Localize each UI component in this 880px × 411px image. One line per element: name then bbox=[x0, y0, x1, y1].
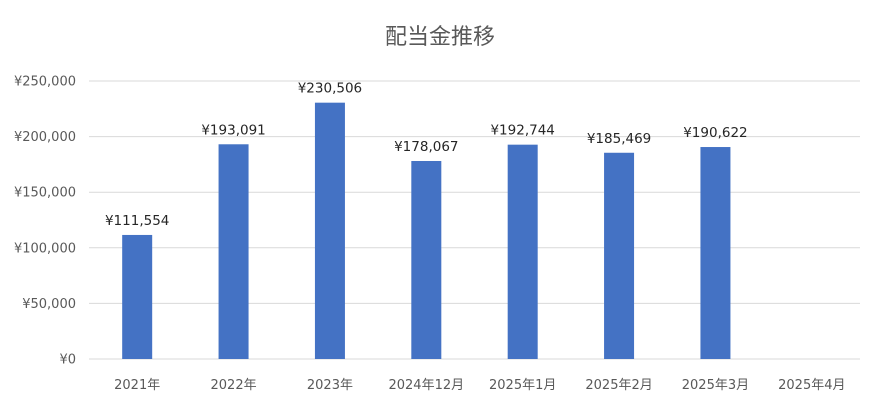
data-label: ¥185,469 bbox=[587, 131, 651, 147]
x-tick-label: 2025年3月 bbox=[682, 378, 749, 393]
bar bbox=[314, 102, 345, 359]
y-tick-label: ¥250,000 bbox=[14, 75, 76, 90]
y-tick-label: ¥0 bbox=[59, 353, 76, 368]
y-tick-label: ¥150,000 bbox=[14, 186, 76, 201]
chart-title: 配当金推移 bbox=[385, 25, 495, 50]
bar bbox=[507, 144, 538, 359]
bar bbox=[411, 160, 442, 359]
x-tick-label: 2022年 bbox=[211, 378, 257, 393]
y-tick-label: ¥100,000 bbox=[14, 241, 76, 256]
data-label: ¥192,744 bbox=[490, 123, 554, 139]
bars bbox=[122, 102, 731, 359]
x-tick-label: 2025年4月 bbox=[778, 378, 845, 393]
data-label: ¥111,554 bbox=[105, 213, 169, 229]
x-tick-label: 2023年 bbox=[307, 378, 353, 393]
bar bbox=[218, 144, 249, 359]
bar bbox=[700, 147, 731, 359]
x-axis-tick-labels: 2021年 2022年 2023年 2024年12月 2025年1月 2025年2月 202… bbox=[114, 378, 845, 393]
y-tick-label: ¥50,000 bbox=[22, 297, 76, 312]
x-tick-label: 2024年12月 bbox=[388, 378, 464, 393]
bar bbox=[604, 152, 635, 359]
gridlines bbox=[89, 80, 860, 360]
x-tick-label: 2025年1月 bbox=[489, 378, 556, 393]
bar bbox=[122, 234, 153, 359]
data-label: ¥230,506 bbox=[298, 81, 362, 97]
data-label: ¥178,067 bbox=[394, 139, 458, 155]
data-label: ¥190,622 bbox=[683, 125, 747, 141]
data-label: ¥193,091 bbox=[201, 122, 265, 138]
x-tick-label: 2021年 bbox=[114, 378, 160, 393]
y-tick-label: ¥200,000 bbox=[14, 130, 76, 145]
y-axis-tick-labels: ¥0 ¥50,000 ¥100,000 ¥150,000 ¥200,000 ¥250,00… bbox=[14, 75, 76, 368]
x-tick-label: 2025年2月 bbox=[585, 378, 652, 393]
data-labels: ¥111,554 ¥193,091 ¥230,506 ¥178,067 ¥192,744… bbox=[105, 81, 748, 229]
